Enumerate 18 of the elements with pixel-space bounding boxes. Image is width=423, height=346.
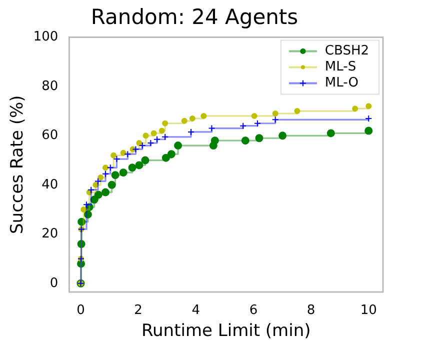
x-tick-label: 4	[192, 303, 200, 318]
legend-label: ML-S	[324, 60, 356, 75]
x-tick-label: 8	[306, 303, 316, 318]
x-tick-label: 10	[360, 303, 377, 318]
y-tick-label: 0	[50, 276, 58, 291]
y-tick-label: 60	[42, 128, 58, 144]
x-axis-title: Runtime Limit (min)	[141, 321, 311, 342]
y-tick-label: 80	[42, 78, 58, 94]
legend-label: CBSH2	[324, 44, 370, 59]
x-tick-label: 2	[134, 303, 142, 318]
chart-title: Random: 24 Agents	[90, 5, 298, 30]
x-tick-label: 6	[249, 303, 258, 318]
y-axis-title: Succes Rate (%)	[8, 95, 28, 234]
x-tick-label: 0	[76, 303, 85, 318]
y-tick-label: 100	[33, 30, 58, 45]
y-tick-label: 40	[42, 177, 58, 192]
legend-label: ML-O	[324, 76, 358, 91]
y-tick-label: 20	[42, 226, 58, 242]
